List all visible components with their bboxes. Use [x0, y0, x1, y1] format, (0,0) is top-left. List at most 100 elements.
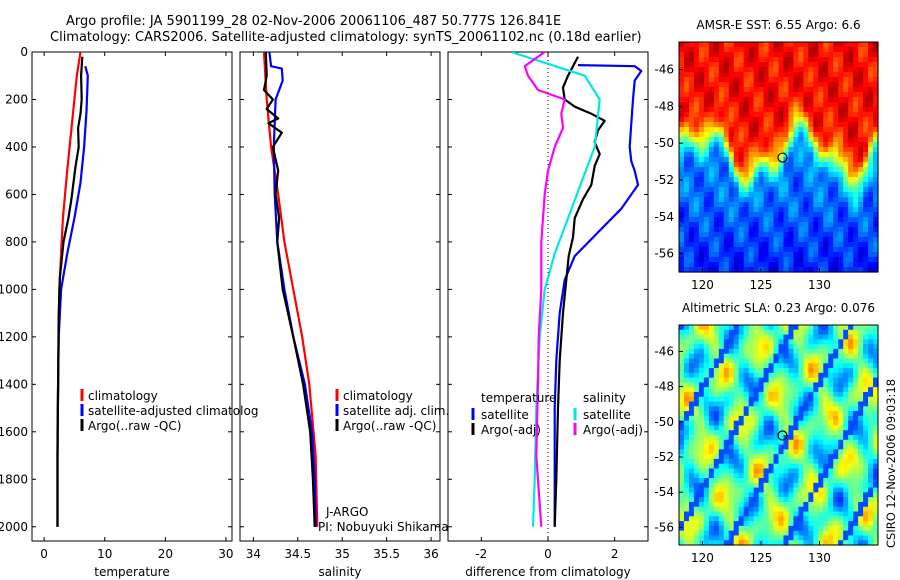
map-cell	[808, 192, 814, 198]
map-cell	[778, 444, 785, 450]
map-cell	[848, 162, 854, 168]
map-cell	[679, 382, 685, 388]
map-cell	[818, 242, 824, 248]
map-cell	[838, 162, 844, 168]
map-cell	[873, 506, 879, 513]
map-cell	[818, 42, 824, 48]
map-cell	[693, 57, 700, 63]
map-cell	[743, 506, 750, 513]
map-cell	[798, 87, 804, 93]
map-cell	[743, 435, 750, 441]
map-cell	[873, 72, 879, 78]
map-cell	[733, 535, 740, 541]
map-cell	[828, 478, 834, 484]
map-cell	[773, 192, 780, 198]
map-cell	[778, 449, 785, 455]
map-cell	[773, 267, 780, 273]
map-cell	[763, 202, 770, 208]
map-cell	[733, 137, 740, 143]
map-cell	[733, 516, 740, 522]
map-cell	[693, 458, 700, 465]
map-cell	[828, 530, 834, 537]
map-cell	[688, 492, 695, 498]
map-cell	[873, 444, 879, 450]
map-cell	[788, 207, 795, 213]
map-cell	[698, 177, 705, 183]
map-cell	[753, 107, 760, 113]
map-cell	[743, 535, 750, 541]
map-cell	[808, 92, 814, 98]
map-cell	[763, 430, 770, 436]
map-cell	[848, 439, 854, 446]
map-cell	[728, 202, 735, 208]
map-cell	[788, 42, 795, 48]
map-cell	[768, 192, 775, 198]
map-cell	[748, 52, 755, 58]
map-cell	[853, 368, 859, 374]
map-cell	[828, 463, 834, 470]
map-cell	[853, 525, 859, 532]
map-cell	[788, 67, 795, 73]
map-cell	[788, 339, 795, 345]
map-cell	[738, 47, 745, 53]
map-cell	[688, 411, 695, 417]
map-cell	[843, 501, 849, 508]
map-cell	[753, 262, 760, 268]
map-cell	[683, 222, 690, 228]
map-cell	[873, 217, 879, 223]
map-cell	[808, 147, 814, 153]
map-cell	[843, 492, 849, 498]
map-cell	[693, 473, 700, 479]
map-cell	[783, 454, 790, 460]
map-cell	[873, 192, 879, 198]
map-cell	[688, 247, 695, 253]
map-cell	[713, 463, 720, 470]
map-cell	[748, 122, 755, 128]
map-cell	[738, 325, 745, 331]
map-cell	[808, 425, 814, 431]
map-cell	[773, 535, 780, 541]
map-cell	[723, 197, 730, 203]
map-cell	[738, 57, 745, 63]
map-cell	[788, 252, 795, 258]
map-cell	[768, 439, 775, 446]
map-cell	[688, 339, 695, 345]
map-cell	[683, 449, 690, 455]
map-cell	[778, 127, 785, 133]
map-cell	[863, 339, 869, 345]
map-cell	[808, 463, 814, 470]
map-cell	[743, 107, 750, 113]
map-cell	[778, 122, 785, 128]
map-cell	[708, 377, 715, 383]
map-cell	[873, 344, 879, 350]
map-cell	[873, 525, 879, 532]
map-cell	[858, 530, 864, 537]
map-cell	[738, 212, 745, 218]
map-cell	[698, 217, 705, 223]
map-cell	[873, 212, 879, 218]
map-cell	[698, 62, 705, 68]
map-cell	[828, 377, 834, 383]
map-cell	[768, 401, 775, 407]
map-cell	[713, 197, 720, 203]
map-cell	[703, 252, 710, 258]
map-cell	[783, 420, 790, 427]
map-cell	[838, 182, 844, 188]
map-cell	[733, 212, 740, 218]
map-cell	[758, 497, 765, 503]
map-cell	[838, 242, 844, 248]
map-cell	[853, 358, 859, 364]
map-cell	[743, 468, 750, 474]
map-cell	[818, 57, 824, 63]
map-cell	[713, 411, 720, 417]
map-cell	[818, 102, 824, 108]
map-cell	[823, 147, 829, 153]
map-cell	[688, 222, 695, 228]
map-title: AMSR-E SST: 6.55 Argo: 6.6	[696, 18, 860, 32]
map-cell	[828, 406, 834, 412]
map-cell	[773, 42, 780, 48]
map-cell	[798, 227, 804, 233]
map-cell	[688, 127, 695, 133]
map-cell	[868, 152, 874, 158]
map-cell	[818, 227, 824, 233]
